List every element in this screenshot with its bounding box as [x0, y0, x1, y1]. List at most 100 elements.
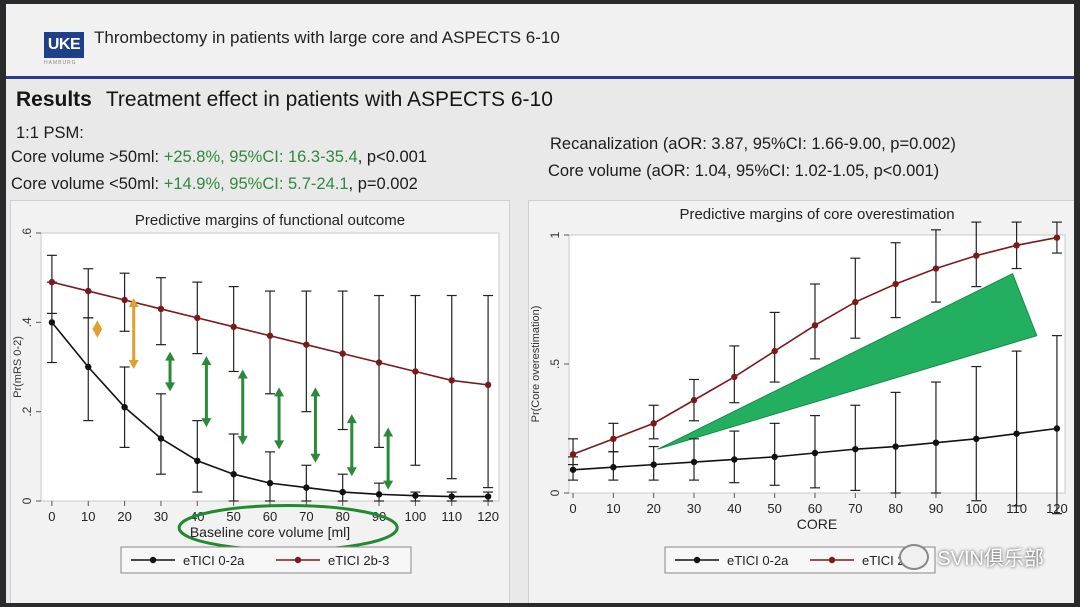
x-tick-label: 0 — [569, 501, 576, 516]
data-point — [194, 314, 201, 322]
data-point — [121, 296, 128, 304]
stat-recanalization: Recanalization (aOR: 3.87, 95%CI: 1.66-9… — [550, 135, 956, 153]
legend-marker — [828, 556, 836, 564]
data-point — [375, 491, 383, 498]
x-tick-label: 100 — [965, 501, 987, 516]
data-point — [973, 435, 980, 443]
data-point — [1053, 425, 1061, 432]
double-arrow-head-up — [346, 414, 357, 424]
chart-title: Predictive margins of core overestimatio… — [679, 206, 954, 223]
y-tick-label: 1 — [548, 231, 562, 238]
data-point — [811, 322, 819, 329]
data-point — [771, 347, 778, 355]
slide-header-title: Thrombectomy in patients with large core… — [94, 28, 560, 47]
double-arrow-head-up — [165, 351, 176, 361]
chart-title: Predictive margins of functional outcome — [135, 212, 405, 229]
double-arrow-head-down — [274, 440, 285, 450]
data-point — [569, 466, 577, 473]
data-point — [266, 479, 274, 487]
data-point — [1013, 242, 1020, 249]
x-tick-label: 60 — [263, 509, 277, 524]
x-tick-label: 70 — [848, 501, 862, 516]
x-tick-label: 20 — [646, 501, 660, 516]
y-tick-label: .5 — [548, 359, 562, 369]
results-label: Results — [16, 88, 92, 111]
stat-core-gt50: Core volume >50ml: +25.8%, 95%CI: 16.3-3… — [11, 148, 427, 167]
data-point — [85, 287, 92, 295]
core-overestimation-chart: Predictive margins of core overestimatio… — [530, 206, 1068, 574]
data-point — [610, 435, 617, 443]
stat-core-gt50-p: , p<0.001 — [357, 148, 427, 166]
x-tick-label: 40 — [727, 501, 741, 516]
stat-core-lt50-p: , p=0.002 — [348, 175, 418, 193]
section-title: Treatment effect in patients with ASPECT… — [105, 88, 553, 111]
data-point — [731, 456, 738, 463]
double-arrow-head-down — [237, 435, 248, 445]
legend-label: eTICI 2b-3 — [328, 553, 389, 568]
uke-logo: UKE — [44, 32, 84, 58]
stat-core-lt50-prefix: Core volume <50ml: — [11, 175, 164, 193]
section-heading: Results Treatment effect in patients with… — [16, 88, 553, 112]
data-point — [569, 451, 577, 458]
x-tick-label: 20 — [117, 509, 131, 524]
stat-core-lt50-ci: +14.9%, 95%CI: 5.7-24.1 — [163, 175, 349, 193]
double-arrow-head-down — [92, 328, 103, 338]
x-tick-label: 0 — [48, 509, 55, 524]
y-axis-label: Pr(mRS 0-2) — [12, 336, 24, 398]
left-chart-panel: Predictive margins of functional outcome… — [10, 200, 510, 603]
data-point — [157, 305, 165, 313]
data-point — [157, 435, 165, 442]
watermark: SVIN俱乐部 — [899, 542, 1044, 571]
data-point — [230, 323, 237, 330]
x-tick-label: 110 — [441, 509, 462, 524]
stat-core-volume: Core volume (aOR: 1.04, 95%CI: 1.02-1.05… — [548, 162, 940, 180]
data-point — [266, 332, 274, 339]
x-tick-label: 50 — [767, 501, 781, 516]
double-arrow-head-up — [310, 387, 321, 397]
data-point — [375, 359, 383, 366]
data-point — [303, 341, 310, 348]
x-tick-label: 10 — [81, 509, 95, 524]
y-tick-label: .4 — [20, 317, 34, 327]
data-point — [731, 373, 738, 381]
data-point — [484, 493, 492, 500]
y-tick-label: 0 — [20, 497, 34, 504]
functional-outcome-chart: Predictive margins of functional outcome… — [12, 212, 500, 574]
double-arrow-head-up — [201, 356, 212, 366]
x-tick-label: 110 — [1006, 501, 1027, 516]
data-point — [194, 457, 201, 464]
double-arrow-head-up — [237, 369, 248, 379]
data-point — [121, 404, 128, 411]
x-axis-label: CORE — [797, 516, 837, 532]
stat-core-lt50: Core volume <50ml: +14.9%, 95%CI: 5.7-24… — [11, 175, 418, 194]
x-tick-label: 10 — [606, 501, 620, 516]
watermark-text: SVIN俱乐部 — [937, 548, 1044, 570]
y-tick-label: .6 — [20, 228, 34, 238]
data-point — [690, 458, 698, 466]
data-point — [448, 493, 455, 500]
double-arrow-head-down — [165, 382, 176, 392]
x-tick-label: 60 — [808, 501, 822, 516]
data-point — [48, 319, 56, 326]
data-point — [484, 381, 492, 389]
data-point — [412, 368, 419, 375]
data-point — [650, 420, 657, 427]
data-point — [85, 363, 92, 371]
plot-area — [568, 234, 1066, 494]
y-tick-label: 0 — [548, 489, 562, 496]
green-wedge-annotation — [657, 273, 1038, 450]
data-point — [339, 350, 346, 357]
stat-core-gt50-ci: +25.8%, 95%CI: 16.3-35.4 — [163, 148, 358, 166]
data-point — [932, 265, 940, 272]
double-arrow-head-down — [128, 360, 139, 369]
x-tick-label: 30 — [687, 501, 701, 516]
data-point — [892, 280, 899, 288]
data-point — [412, 492, 419, 499]
x-axis-label: Baseline core volume [ml] — [190, 524, 350, 540]
legend-label: eTICI 0-2a — [727, 553, 789, 568]
data-point — [650, 461, 657, 468]
slide: UKE HAMBURG Thrombectomy in patients wit… — [6, 4, 1074, 603]
data-point — [1053, 234, 1061, 241]
legend-marker — [693, 556, 701, 564]
wechat-icon — [899, 543, 930, 570]
